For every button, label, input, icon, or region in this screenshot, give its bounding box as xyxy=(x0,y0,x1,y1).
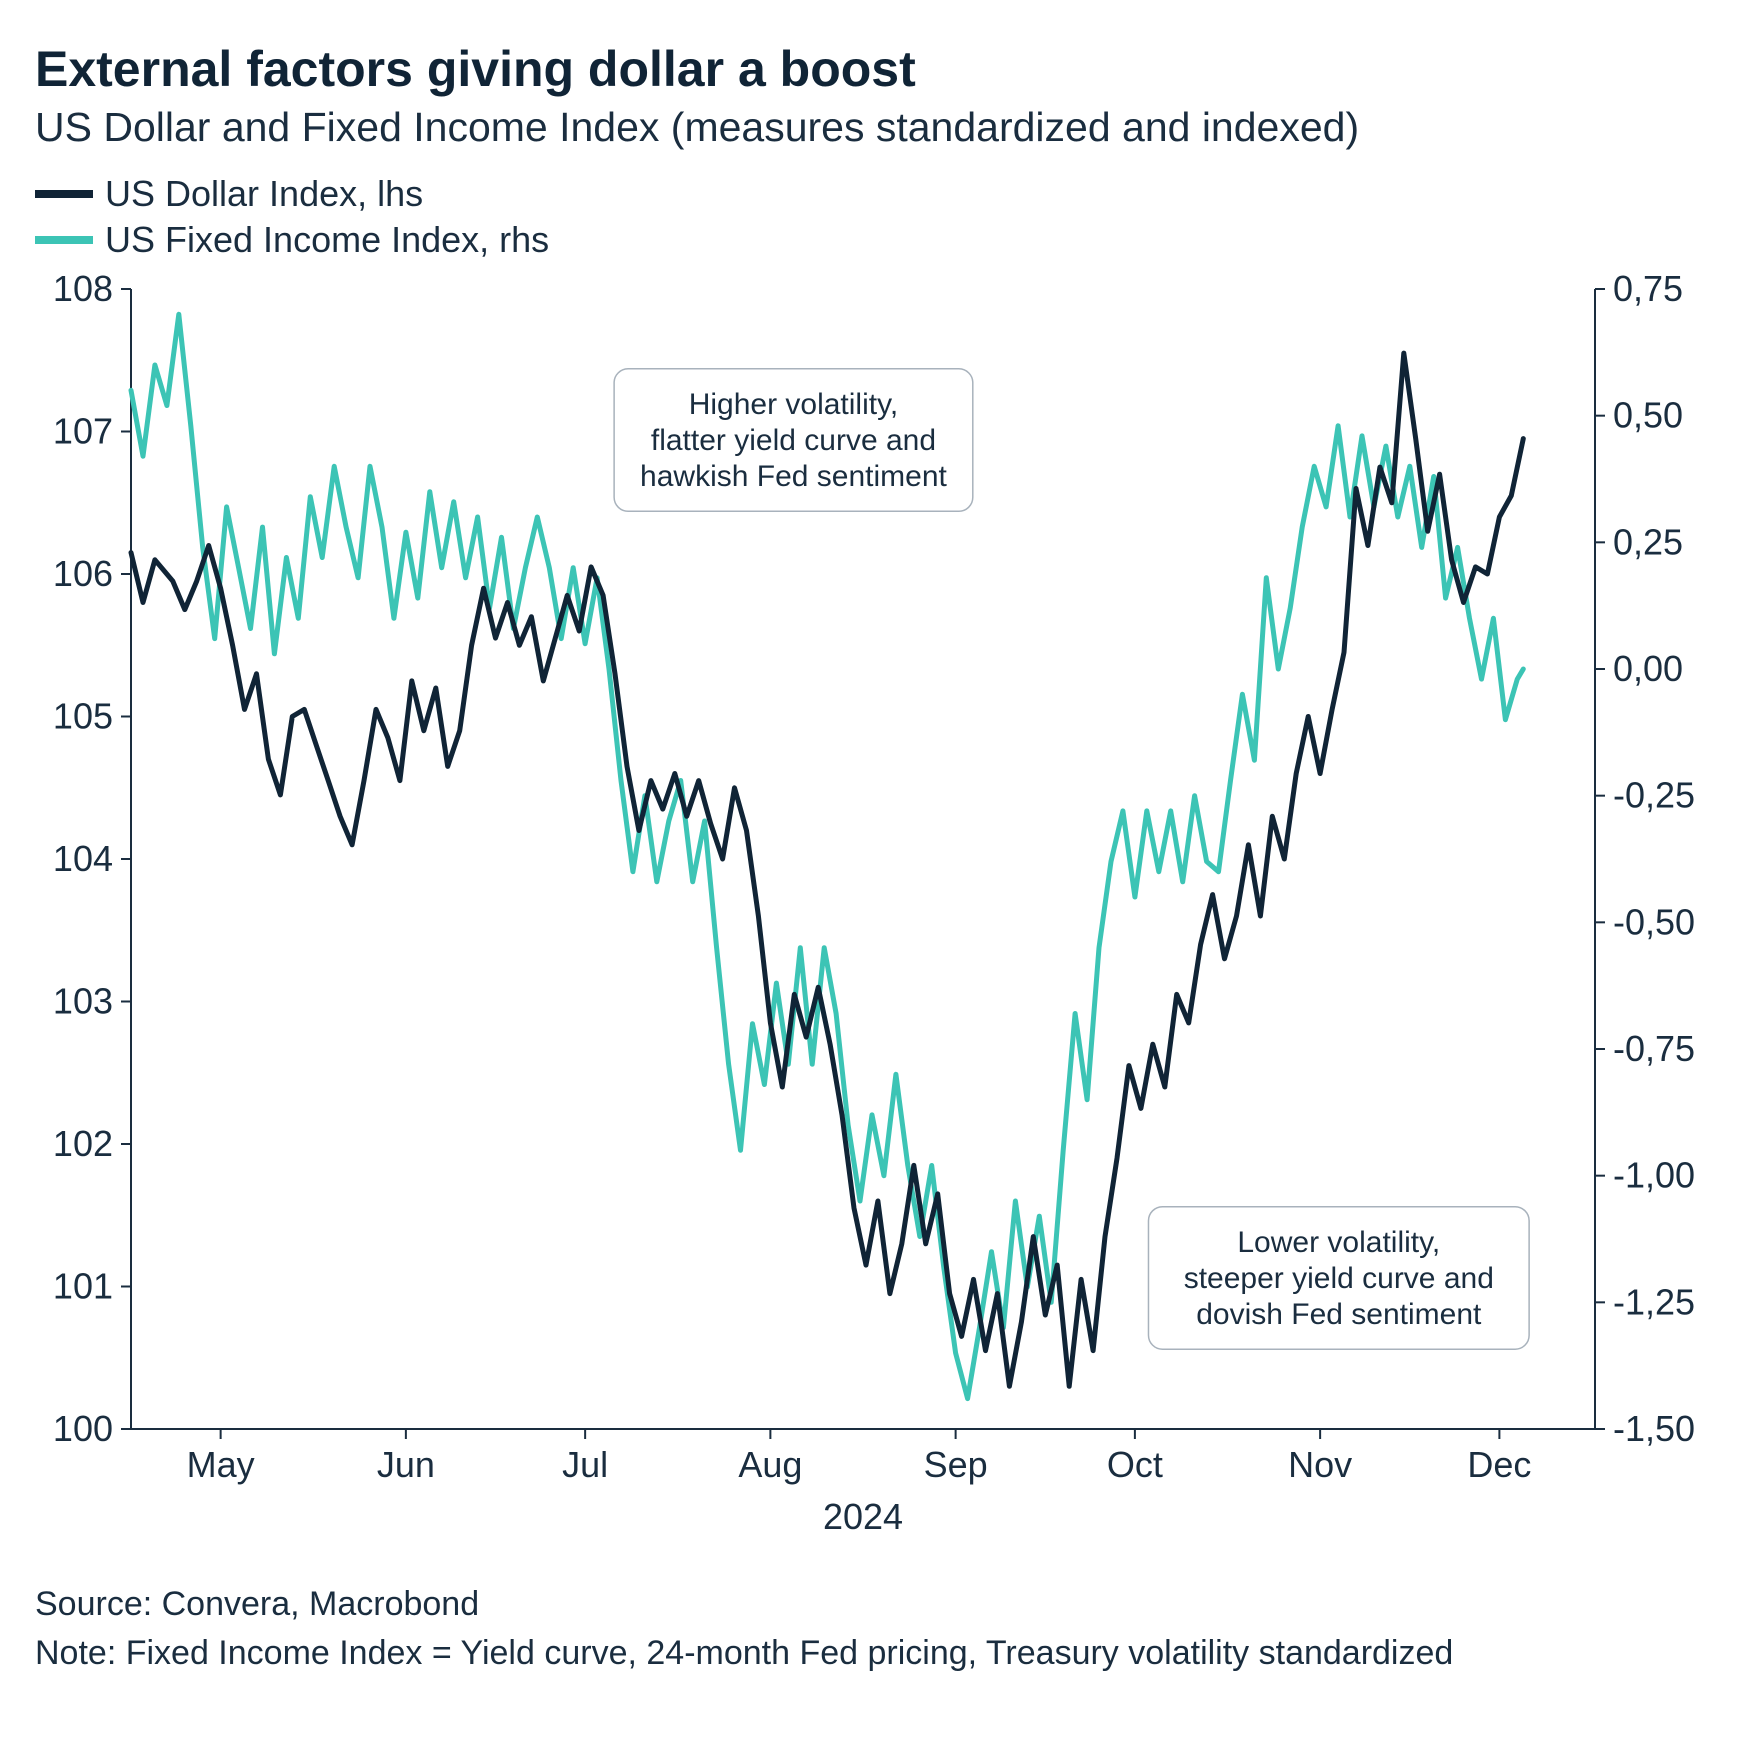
y-left-tick-label: 105 xyxy=(53,696,113,737)
y-left-tick-label: 100 xyxy=(53,1408,113,1449)
annotation-top-text: flatter yield curve and xyxy=(651,424,936,457)
y-left-tick-label: 104 xyxy=(53,838,113,879)
chart-subtitle: US Dollar and Fixed Income Index (measur… xyxy=(35,104,1705,151)
legend-swatch-fixed-income xyxy=(35,236,93,244)
chart-area: 100 101 102 103 104 105 106 107 108 -1,50 -1,25 -1,… xyxy=(35,269,1705,1564)
chart-title: External factors giving dollar a boost xyxy=(35,40,1705,98)
x-tick-label: Dec xyxy=(1467,1444,1531,1485)
y-left-tick-label: 101 xyxy=(53,1266,113,1307)
annotation-top-text: Higher volatility, xyxy=(689,388,899,421)
y-right-tick-label: 0,50 xyxy=(1613,395,1683,436)
x-tick-label: Oct xyxy=(1107,1444,1163,1485)
legend-item-dollar: US Dollar Index, lhs xyxy=(35,173,1705,215)
y-right-tick-label: -1,50 xyxy=(1613,1408,1695,1449)
y-left-tick-label: 108 xyxy=(53,269,113,309)
y-right-tick-label: -1,25 xyxy=(1613,1281,1695,1322)
annotation-top-text: hawkish Fed sentiment xyxy=(640,460,947,493)
x-year-label: 2024 xyxy=(823,1496,903,1537)
x-tick-label: Jul xyxy=(562,1444,608,1485)
legend-label-fixed-income: US Fixed Income Index, rhs xyxy=(105,219,549,261)
y-right-tick-label: 0,25 xyxy=(1613,521,1683,562)
x-tick-label: Nov xyxy=(1288,1444,1352,1485)
annotation-bottom-text: dovish Fed sentiment xyxy=(1196,1298,1482,1331)
y-right-tick-label: -1,00 xyxy=(1613,1155,1695,1196)
x-tick-label: Jun xyxy=(377,1444,435,1485)
y-right-tick-label: -0,75 xyxy=(1613,1028,1695,1069)
annotation-bottom-text: Lower volatility, xyxy=(1237,1226,1440,1259)
y-right-tick-label: 0,00 xyxy=(1613,648,1683,689)
y-right-tick-label: -0,50 xyxy=(1613,901,1695,942)
y-right-tick-label: -0,25 xyxy=(1613,775,1695,816)
note-line: Note: Fixed Income Index = Yield curve, … xyxy=(35,1629,1705,1678)
y-left-tick-label: 106 xyxy=(53,553,113,594)
x-tick-label: Sep xyxy=(924,1444,988,1485)
legend-label-dollar: US Dollar Index, lhs xyxy=(105,173,423,215)
y-left-tick-label: 107 xyxy=(53,411,113,452)
y-left-tick-label: 102 xyxy=(53,1123,113,1164)
legend-item-fixed-income: US Fixed Income Index, rhs xyxy=(35,219,1705,261)
source-block: Source: Convera, Macrobond Note: Fixed I… xyxy=(35,1580,1705,1679)
line-chart: 100 101 102 103 104 105 106 107 108 -1,50 -1,25 -1,… xyxy=(35,269,1705,1559)
y-left-tick-label: 103 xyxy=(53,981,113,1022)
legend-swatch-dollar xyxy=(35,190,93,198)
x-tick-label: May xyxy=(187,1444,255,1485)
source-line: Source: Convera, Macrobond xyxy=(35,1580,1705,1629)
legend: US Dollar Index, lhs US Fixed Income Ind… xyxy=(35,173,1705,261)
annotation-bottom-text: steeper yield curve and xyxy=(1184,1262,1494,1295)
x-tick-label: Aug xyxy=(738,1444,802,1485)
y-right-tick-label: 0,75 xyxy=(1613,269,1683,309)
